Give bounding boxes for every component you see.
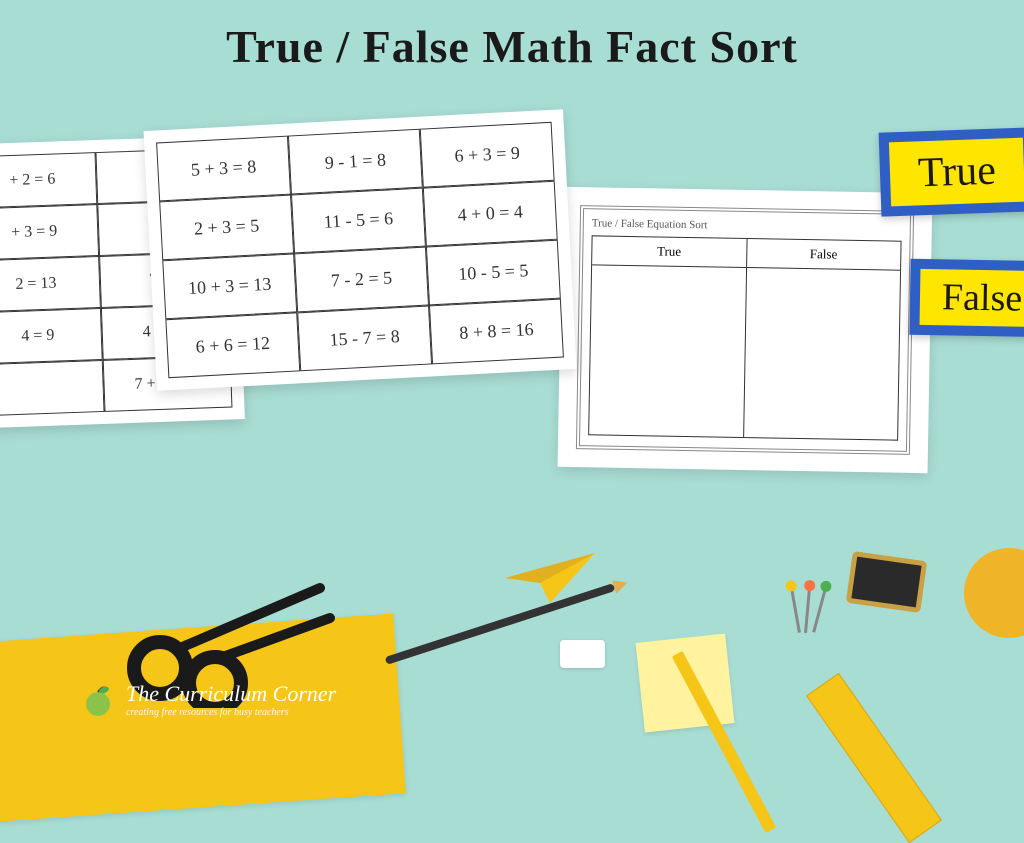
logo-title: The Curriculum Corner (126, 681, 336, 707)
true-label-block: True (879, 127, 1024, 216)
equation-card: 9 - 1 = 8 (288, 129, 423, 195)
equation-card: 6 + 6 = 12 (165, 312, 300, 378)
brand-logo: The Curriculum Corner creating free reso… (80, 681, 336, 718)
apple-icon (80, 682, 116, 718)
false-label-block: False (909, 259, 1024, 338)
ruler-icon (806, 673, 942, 843)
equation-card: 4 + 0 = 4 (423, 181, 558, 247)
sort-worksheet: True / False Equation Sort True False (558, 187, 933, 473)
equation-card: 2 = 13 (0, 256, 101, 312)
sort-column-true-header: True (592, 236, 746, 268)
true-label: True (889, 138, 1024, 207)
paper-plane-icon (500, 543, 600, 618)
equation-card: 15 - 7 = 8 (297, 305, 432, 371)
logo-tagline: creating free resources for busy teacher… (126, 707, 336, 718)
equation-card: 7 - 2 = 5 (294, 247, 429, 313)
equation-card: + 2 = 6 (0, 152, 97, 208)
equation-card (0, 360, 105, 416)
eraser-icon (560, 640, 605, 668)
equation-card: 4 = 9 (0, 308, 103, 364)
equation-card: + 3 = 9 (0, 204, 99, 260)
chalkboard-icon (846, 551, 928, 613)
equation-card: 6 + 3 = 9 (420, 122, 555, 188)
equation-card: 8 + 8 = 16 (429, 299, 564, 365)
ball-icon (964, 548, 1024, 638)
equation-card: 5 + 3 = 8 (156, 136, 291, 202)
sort-worksheet-title: True / False Equation Sort (592, 217, 902, 234)
equation-card: 11 - 5 = 6 (291, 188, 426, 254)
equation-card: 10 - 5 = 5 (426, 240, 561, 306)
false-label: False (919, 269, 1024, 327)
supplies-decoration: The Curriculum Corner creating free reso… (0, 528, 1024, 768)
equation-cards-sheet-front: 5 + 3 = 8 9 - 1 = 8 6 + 3 = 9 2 + 3 = 5 … (143, 109, 576, 391)
equation-card: 10 + 3 = 13 (162, 253, 297, 319)
sort-column-false-header: False (747, 239, 901, 271)
equation-card: 2 + 3 = 5 (159, 195, 294, 261)
page-title: True / False Math Fact Sort (226, 20, 798, 73)
